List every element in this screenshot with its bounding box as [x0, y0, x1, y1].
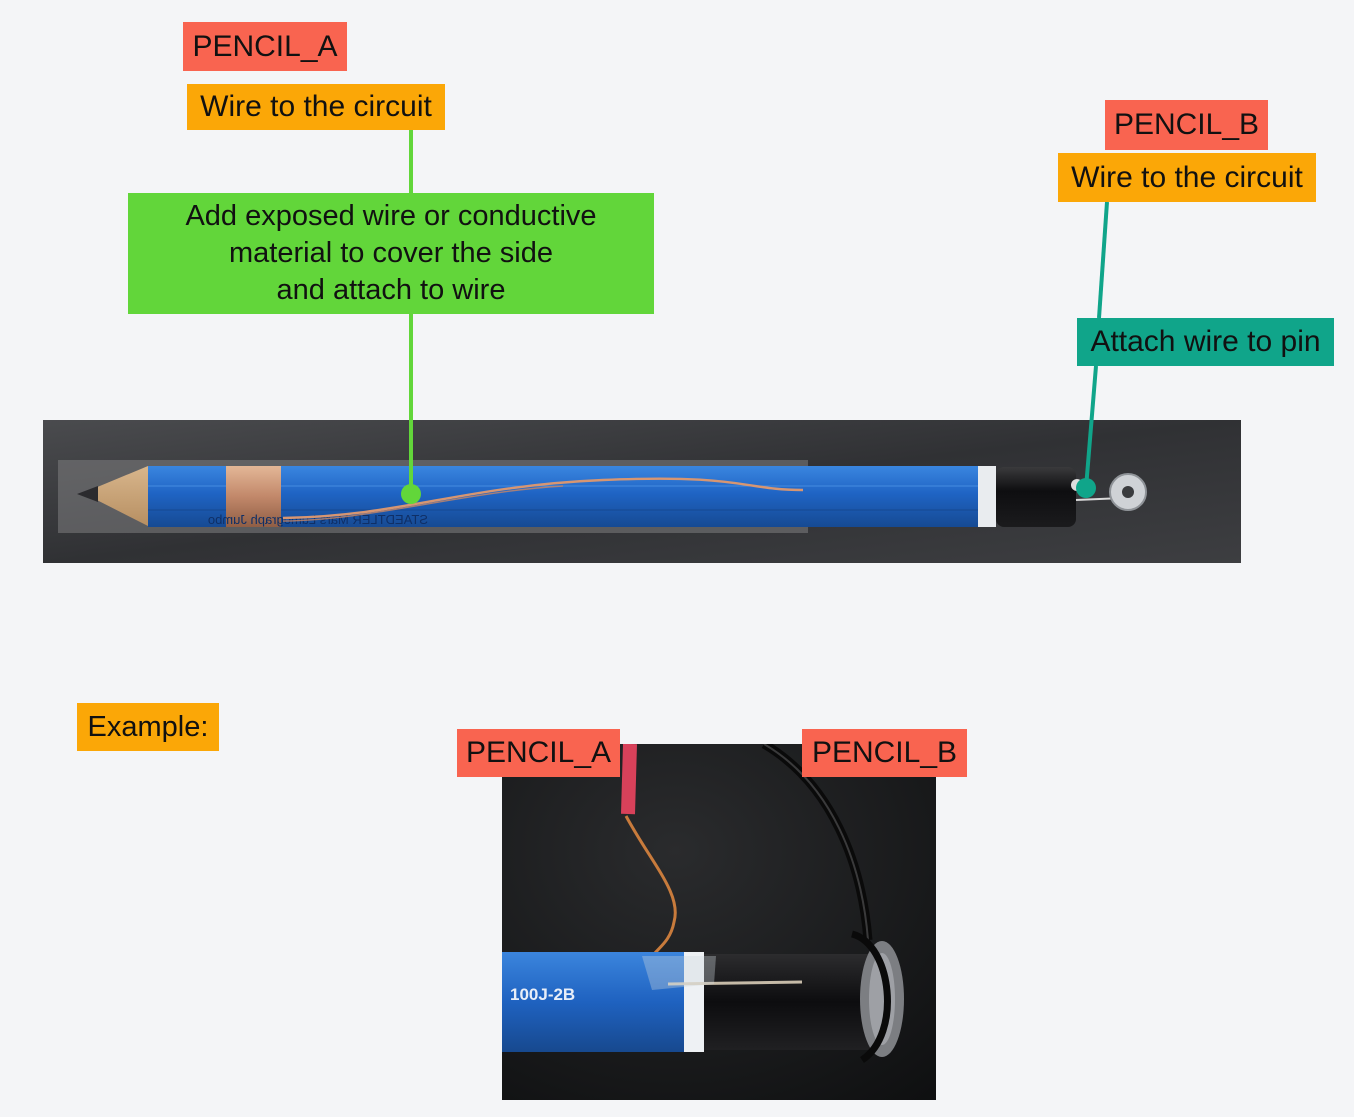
example-pencil-a-label: PENCIL_A	[457, 729, 620, 777]
example-white-band	[684, 952, 704, 1052]
side-note-line-2: material to cover the side	[229, 237, 553, 269]
pencil-b-title: PENCIL_B	[1105, 100, 1268, 150]
red-wire	[621, 744, 637, 815]
attach-pin-note: Attach wire to pin	[1077, 318, 1334, 366]
black-end-cap	[996, 467, 1076, 527]
side-note-line-3: and attach to wire	[276, 274, 506, 306]
pencil-photo: STAEDTLER Mars Lumograph Jumbo	[43, 420, 1241, 563]
pencil-a-wire-label: Wire to the circuit	[187, 84, 445, 130]
example-pencil-barrel	[502, 952, 684, 1052]
pencil-wood-tip	[83, 466, 148, 526]
exposed-wire	[282, 477, 804, 520]
example-black-cap	[704, 954, 876, 1050]
example-pencil-b-label: PENCIL_B	[802, 729, 967, 777]
white-ring	[978, 466, 996, 527]
example-label: Example:	[77, 703, 219, 751]
side-note-line-1: Add exposed wire or conductive	[185, 200, 597, 232]
pencil-lead	[77, 486, 98, 502]
example-photo: 100J-2B	[502, 744, 936, 1100]
example-pencil-imprint: 100J-2B	[510, 985, 575, 1004]
pencil-a-title: PENCIL_A	[183, 22, 347, 71]
copper-band	[226, 466, 281, 527]
pencil-b-wire-label: Wire to the circuit	[1058, 153, 1316, 202]
copper-wire	[624, 815, 677, 959]
side-conductive-note: Add exposed wire or conductive material …	[128, 193, 654, 314]
